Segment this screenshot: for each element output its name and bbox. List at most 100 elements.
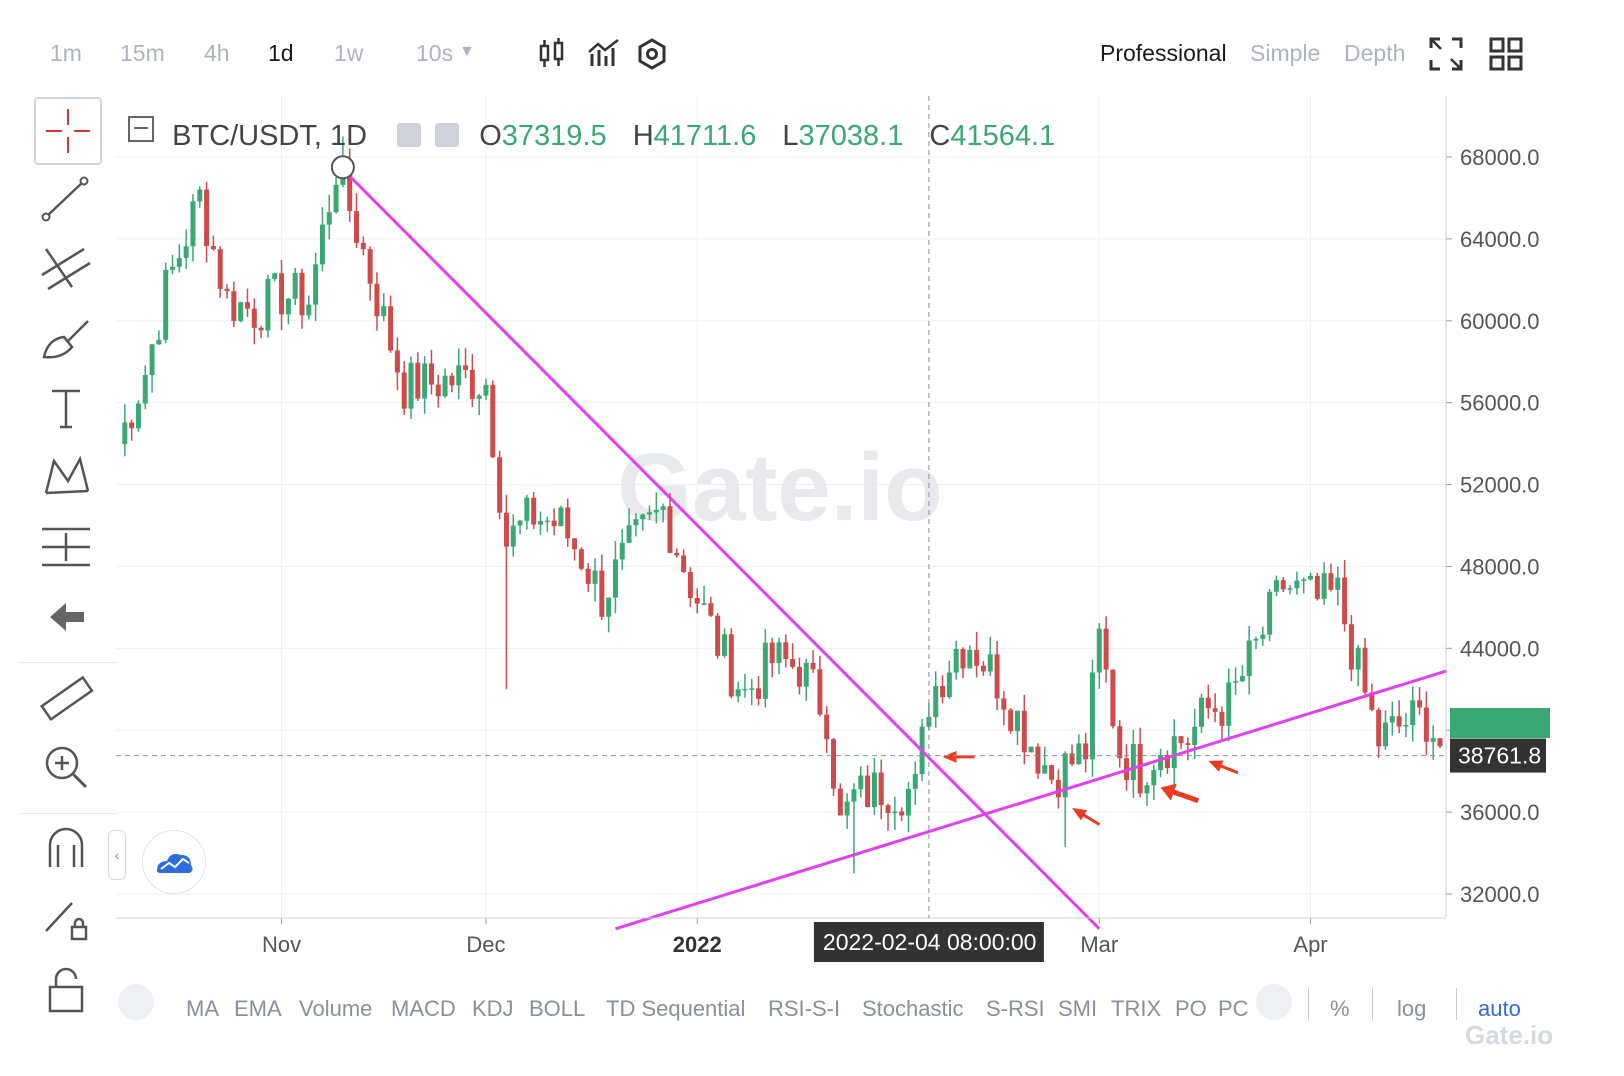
- fib-icon: [42, 527, 90, 567]
- indicator-ema[interactable]: EMA: [234, 996, 282, 1021]
- channel-tool[interactable]: [34, 237, 98, 301]
- candle-body: [967, 649, 973, 669]
- candle: [394, 337, 400, 391]
- mode-depth[interactable]: Depth: [1344, 40, 1406, 66]
- magnet-tool[interactable]: [34, 817, 98, 881]
- candle-type-icon[interactable]: [534, 36, 570, 72]
- candle: [1246, 626, 1252, 695]
- indicator-volume[interactable]: Volume: [299, 996, 373, 1021]
- candle: [374, 272, 380, 331]
- indicator-smi[interactable]: SMI: [1058, 996, 1098, 1021]
- candle-body: [135, 403, 141, 429]
- candle-body: [422, 363, 428, 399]
- lock-edit-tool[interactable]: [34, 887, 98, 951]
- candle-body: [163, 269, 169, 340]
- scale-percent[interactable]: %: [1330, 996, 1350, 1021]
- scale-auto[interactable]: auto: [1478, 996, 1521, 1021]
- collapse-panel-button[interactable]: ‹: [108, 830, 126, 880]
- timeframe-10s[interactable]: 10s: [416, 40, 454, 66]
- collapse-icon[interactable]: [128, 116, 154, 142]
- annotation-arrows: [942, 750, 1239, 826]
- candle-body: [319, 224, 325, 265]
- candle-body: [333, 184, 339, 213]
- indicator-stochastic[interactable]: Stochastic: [862, 996, 964, 1021]
- candle: [701, 585, 707, 606]
- pattern-tool[interactable]: [34, 445, 98, 509]
- candle: [762, 629, 768, 708]
- candle-body: [1137, 744, 1143, 794]
- timeframe-1m[interactable]: 1m: [50, 40, 82, 66]
- indicator-macd[interactable]: MACD: [391, 996, 456, 1021]
- candle-body: [612, 559, 618, 598]
- indicator-boll[interactable]: BOLL: [529, 996, 586, 1021]
- candle: [728, 628, 734, 699]
- candle-body: [469, 369, 475, 399]
- last-price-tag: [1450, 708, 1550, 739]
- candle-body: [851, 789, 857, 802]
- cloud-button[interactable]: [142, 830, 206, 894]
- mode-professional[interactable]: Professional: [1100, 40, 1227, 66]
- candle: [265, 274, 271, 338]
- y-tick-label: 56000.0: [1460, 391, 1540, 416]
- visibility-icon[interactable]: [397, 123, 422, 147]
- candle: [810, 650, 816, 673]
- candle-body: [1103, 628, 1109, 670]
- back-tool[interactable]: [34, 585, 98, 649]
- timeframe-4h[interactable]: 4h: [204, 40, 230, 66]
- mode-simple[interactable]: Simple: [1250, 40, 1321, 66]
- candle: [483, 378, 489, 401]
- text-tool[interactable]: [34, 377, 98, 441]
- indicator-icon[interactable]: [586, 36, 622, 72]
- x-tick-label: 2022: [673, 932, 722, 957]
- brush-tool[interactable]: [34, 307, 98, 371]
- candle: [783, 634, 789, 668]
- ruler-tool[interactable]: [34, 667, 98, 731]
- scroll-right-button[interactable]: [1256, 984, 1292, 1020]
- settings-icon[interactable]: [435, 123, 460, 147]
- candle: [619, 528, 625, 570]
- candle: [940, 675, 946, 704]
- candle: [531, 491, 537, 530]
- settings-hex-icon[interactable]: [634, 36, 670, 72]
- candle-body: [394, 350, 400, 373]
- candle: [272, 272, 278, 282]
- indicator-kdj[interactable]: KDJ: [472, 996, 514, 1021]
- indicator-s-rsi[interactable]: S-RSI: [986, 996, 1045, 1021]
- candle: [326, 194, 332, 240]
- candle: [251, 298, 257, 345]
- candle-body: [974, 649, 980, 666]
- indicator-po[interactable]: PO: [1175, 996, 1207, 1021]
- magnet-icon: [48, 827, 84, 867]
- indicator-pc[interactable]: PC: [1218, 996, 1249, 1021]
- candle: [1430, 725, 1436, 760]
- fullscreen-icon[interactable]: [1428, 36, 1464, 72]
- zoom-in-icon: [45, 746, 88, 789]
- candle: [1144, 782, 1150, 806]
- timeframe-1w[interactable]: 1w: [334, 40, 364, 66]
- indicator-rsi-s-i[interactable]: RSI-S-I: [768, 996, 841, 1021]
- indicator-ma[interactable]: MA: [186, 996, 219, 1021]
- candle-body: [885, 805, 891, 813]
- candle-body: [292, 272, 298, 299]
- zoom-tool[interactable]: [34, 735, 98, 799]
- chevron-down-icon[interactable]: ▼: [459, 43, 475, 60]
- trend-line-tool[interactable]: [34, 167, 98, 231]
- layout-grid-icon[interactable]: [1488, 36, 1524, 72]
- indicator-trix[interactable]: TRIX: [1111, 996, 1162, 1021]
- indicator-td-sequential[interactable]: TD Sequential: [606, 996, 746, 1021]
- lock-tool[interactable]: [34, 957, 98, 1021]
- candle-body: [647, 512, 653, 515]
- candle: [715, 612, 721, 659]
- crosshair-tool[interactable]: [34, 97, 102, 165]
- timeframe-1d[interactable]: 1d: [268, 40, 294, 66]
- candle: [244, 288, 250, 318]
- scroll-left-button[interactable]: [118, 984, 154, 1020]
- candle: [408, 356, 414, 419]
- candle-body: [238, 302, 244, 322]
- candles-group: [122, 136, 1443, 874]
- fib-tool[interactable]: [34, 515, 98, 579]
- candle-body: [790, 659, 796, 667]
- scale-log[interactable]: log: [1397, 996, 1427, 1021]
- timeframe-15m[interactable]: 15m: [120, 40, 165, 66]
